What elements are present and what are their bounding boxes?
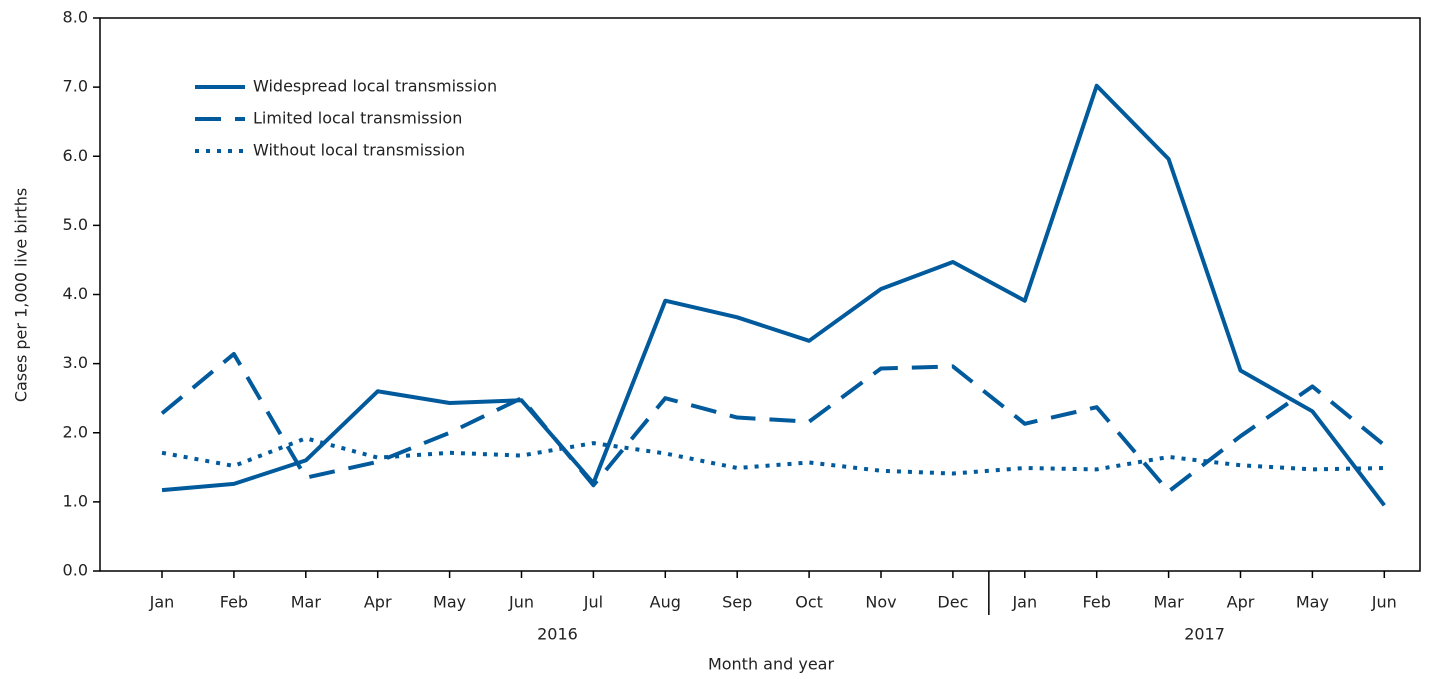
y-axis-label: Cases per 1,000 live births [12, 188, 31, 402]
y-tick-label: 7.0 [63, 77, 88, 96]
y-tick-label: 6.0 [63, 146, 88, 165]
y-tick-label: 2.0 [63, 422, 88, 441]
plot-frame [99, 17, 1421, 572]
series-line [160, 351, 1386, 494]
series-line [161, 83, 1386, 507]
series-line [161, 436, 1385, 476]
x-tick-label: Dec [937, 593, 968, 612]
x-tick-label: Mar [1154, 593, 1185, 612]
legend-label: Limited local transmission [253, 109, 462, 128]
x-tick-label: Sep [722, 593, 752, 612]
legend-label: Widespread local transmission [253, 77, 497, 96]
x-tick-label: Aug [650, 593, 681, 612]
legend-label: Without local transmission [253, 141, 465, 160]
x-tick-label: May [433, 593, 466, 612]
y-tick-label: 4.0 [63, 284, 88, 303]
x-tick-label: Nov [865, 593, 896, 612]
y-tick-label: 3.0 [63, 353, 88, 372]
x-group-label: 2017 [1184, 625, 1225, 644]
x-tick-label: Apr [1227, 593, 1255, 612]
x-tick-label: Apr [364, 593, 392, 612]
x-tick-label: Oct [795, 593, 823, 612]
y-tick-label: 5.0 [63, 215, 88, 234]
y-tick-label: 0.0 [63, 561, 88, 580]
y-tick-label: 8.0 [63, 8, 88, 27]
x-tick-label: Jul [583, 593, 603, 612]
x-tick-label: Jan [1011, 593, 1037, 612]
x-tick-label: Feb [1083, 593, 1111, 612]
x-group-label: 2016 [537, 625, 578, 644]
x-tick-label: Jan [149, 593, 175, 612]
x-tick-label: May [1296, 593, 1329, 612]
x-tick-label: Jun [508, 593, 534, 612]
x-axis-label: Month and year [708, 655, 835, 674]
y-tick-label: 1.0 [63, 491, 88, 510]
x-tick-label: Jun [1371, 593, 1397, 612]
x-tick-label: Mar [291, 593, 322, 612]
x-tick-label: Feb [220, 593, 248, 612]
